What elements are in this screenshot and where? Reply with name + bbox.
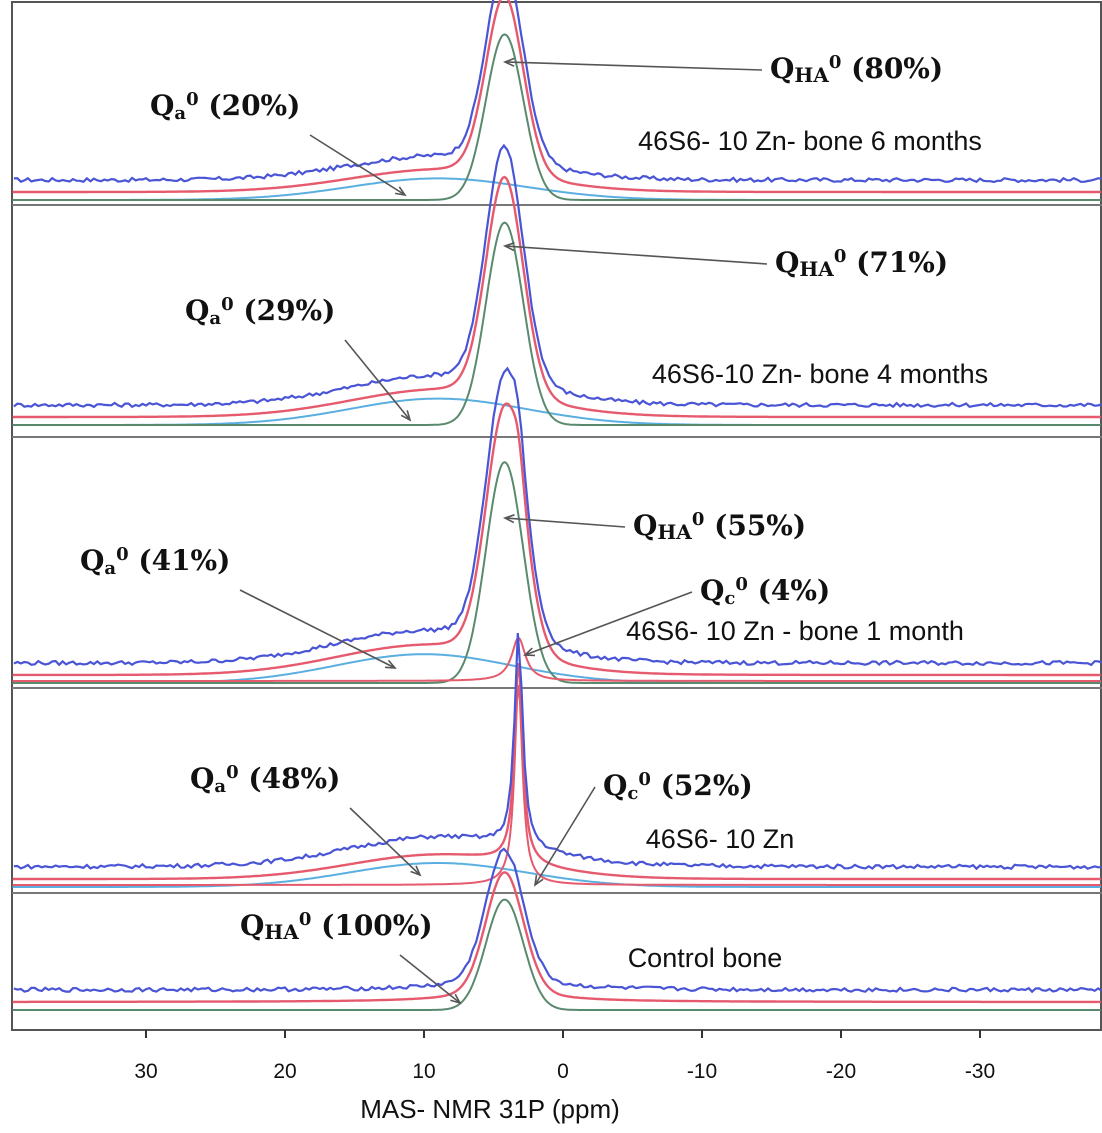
annotation-leader xyxy=(349,807,421,876)
x-tick-label: 0 xyxy=(557,1060,569,1083)
sample-label: Control bone xyxy=(628,943,783,973)
annotation-leader xyxy=(504,245,768,265)
peak-annotation: Qa0 (29%) xyxy=(185,294,335,329)
sample-label: 46S6-10 Zn- bone 4 months xyxy=(652,359,988,389)
annotation-leader xyxy=(504,61,763,71)
x-tick-label: -30 xyxy=(965,1060,995,1083)
annotation-arrowhead xyxy=(450,993,462,1005)
x-axis: 30 20 10 0 -10 -20 -30 xyxy=(134,1030,995,1083)
experimental-curve xyxy=(13,366,1102,667)
annotation-arrowhead xyxy=(523,647,536,657)
spectrum-panel: Control bone QHA0 (100%) xyxy=(12,847,1102,1011)
spectrum-panel: 46S6- 10 Zn - bone 1 month QHA0 (55%) Qa0 … xyxy=(12,366,1102,684)
component-ha-curve xyxy=(12,33,1101,201)
component-ha-curve xyxy=(12,898,1101,1011)
plot-frame xyxy=(11,1,1102,1031)
annotation-arrowhead xyxy=(533,874,544,887)
annotation-leader xyxy=(239,589,396,669)
experimental-curve xyxy=(13,143,1102,409)
total-fit-curve xyxy=(12,175,1101,419)
x-tick-label: 10 xyxy=(412,1060,435,1083)
plot-border xyxy=(11,1,1102,1031)
sample-label: 46S6- 10 Zn- bone 6 months xyxy=(638,126,982,156)
annotation-leader xyxy=(504,517,626,528)
annotation-arrowhead xyxy=(395,186,407,197)
peak-annotation: QHA0 (100%) xyxy=(240,909,433,944)
annotation-arrowhead xyxy=(384,659,397,669)
x-tick-label: -20 xyxy=(826,1060,856,1083)
component-a-curve xyxy=(12,862,1101,888)
x-tick-label: -10 xyxy=(687,1060,717,1083)
annotation-arrowhead xyxy=(400,410,412,422)
peak-annotation: QHA0 (55%) xyxy=(633,509,806,544)
annotation-arrowhead xyxy=(502,241,515,252)
peak-annotation: Qc0 (4%) xyxy=(700,574,830,609)
x-tick-label: 20 xyxy=(273,1060,296,1083)
spectrum-panel: 46S6- 10 Zn- bone 6 months QHA0 (80%) Qa0 … xyxy=(12,0,1102,201)
experimental-curve xyxy=(13,633,1102,871)
x-axis-label: MAS- NMR 31P (ppm) xyxy=(360,1094,620,1124)
annotation-leader xyxy=(524,591,693,656)
component-c-curve xyxy=(12,684,1101,886)
total-fit-curve xyxy=(12,871,1101,1004)
component-c-curve xyxy=(12,636,1101,682)
total-fit-curve xyxy=(12,0,1101,194)
annotation-arrowhead xyxy=(410,865,422,877)
sample-label: 46S6- 10 Zn - bone 1 month xyxy=(626,616,964,646)
sample-label: 46S6- 10 Zn xyxy=(646,824,795,854)
peak-annotation: Qa0 (20%) xyxy=(150,89,300,124)
peak-annotation: Qa0 (41%) xyxy=(80,544,230,579)
annotation-leader xyxy=(534,786,596,886)
annotation-leader xyxy=(344,339,411,421)
spectrum-panel: 46S6-10 Zn- bone 4 months QHA0 (71%) Qa0 (… xyxy=(12,143,1102,426)
annotation-arrowhead xyxy=(502,514,515,524)
peak-annotation: QHA0 (71%) xyxy=(775,246,948,281)
peak-annotation: Qc0 (52%) xyxy=(603,769,753,804)
total-fit-curve xyxy=(12,663,1101,881)
annotation-leader xyxy=(399,954,461,1004)
total-fit-curve xyxy=(12,402,1101,677)
component-ha-curve xyxy=(12,221,1101,426)
peak-annotation: Qa0 (48%) xyxy=(190,762,340,797)
experimental-curve xyxy=(13,847,1102,994)
peak-annotation: QHA0 (80%) xyxy=(770,52,943,87)
annotation-arrowhead xyxy=(502,57,515,67)
x-tick-label: 30 xyxy=(134,1060,157,1083)
spectrum-panel: 46S6- 10 Zn Qa0 (48%) Qc0 (52%) xyxy=(12,633,1102,888)
experimental-curve xyxy=(13,0,1102,184)
spectra-panels: 46S6- 10 Zn- bone 6 months QHA0 (80%) Qa0 … xyxy=(12,0,1102,1011)
annotation-leader xyxy=(309,134,406,196)
